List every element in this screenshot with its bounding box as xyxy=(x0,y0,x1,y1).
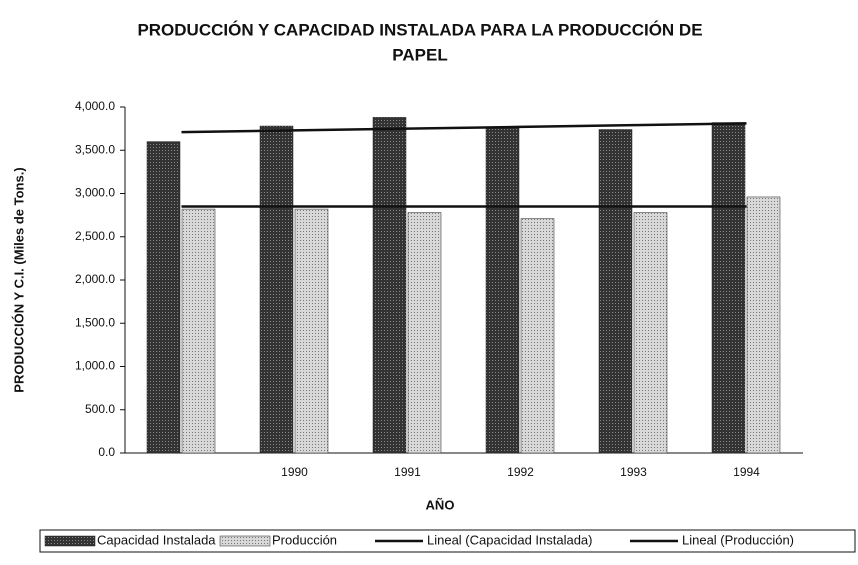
y-tick-label: 3,000.0 xyxy=(75,186,115,200)
y-tick-label: 4,000.0 xyxy=(75,99,115,113)
bar xyxy=(181,208,216,454)
y-tick-label: 1,500.0 xyxy=(75,315,115,329)
bar xyxy=(259,125,294,454)
y-tick-label: 500.0 xyxy=(85,402,115,416)
x-tick-label: 1993 xyxy=(620,465,647,479)
y-tick-label: 2,500.0 xyxy=(75,229,115,243)
y-tick-label: 3,500.0 xyxy=(75,142,115,156)
bar xyxy=(485,127,520,454)
x-tick-label: 1991 xyxy=(394,465,421,479)
chart-title: PAPEL xyxy=(392,45,447,64)
bar xyxy=(711,122,746,454)
x-tick-label: 1994 xyxy=(733,465,760,479)
legend-label: Producción xyxy=(272,532,337,547)
bar xyxy=(633,212,668,454)
trend-line xyxy=(181,122,747,134)
legend-label: Capacidad Instalada xyxy=(97,532,216,547)
bar xyxy=(294,208,329,454)
chart-title: PRODUCCIÓN Y CAPACIDAD INSTALADA PARA LA… xyxy=(137,20,702,39)
bar xyxy=(146,141,181,454)
legend-box xyxy=(39,529,856,553)
y-tick-label: 0.0 xyxy=(98,445,115,459)
legend-label: Lineal (Capacidad Instalada) xyxy=(427,532,593,547)
legend-swatch xyxy=(219,535,271,547)
x-tick-label: 1992 xyxy=(507,465,534,479)
bar xyxy=(520,218,555,454)
legend-label: Lineal (Producción) xyxy=(682,532,794,547)
y-axis-title: PRODUCCIÓN Y C.I. (Miles de Tons.) xyxy=(11,167,26,392)
bar xyxy=(372,117,407,454)
legend-swatch xyxy=(44,535,96,547)
bar xyxy=(598,129,633,454)
bar xyxy=(746,196,781,454)
x-axis-title: AÑO xyxy=(426,497,455,512)
x-tick-label: 1990 xyxy=(281,465,308,479)
bar xyxy=(407,212,442,454)
y-tick-label: 1,000.0 xyxy=(75,359,115,373)
y-tick-label: 2,000.0 xyxy=(75,272,115,286)
